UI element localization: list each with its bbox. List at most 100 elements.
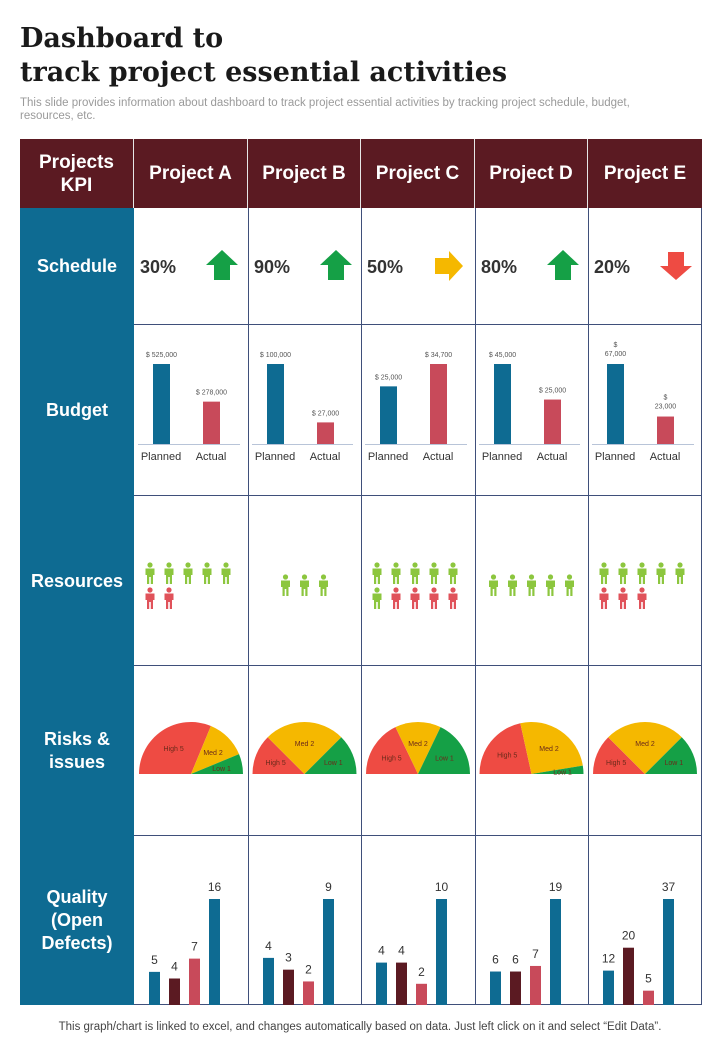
person-head <box>393 587 399 593</box>
kpi-dashboard-table: Projects KPI Project A Project B Project… <box>20 139 702 1005</box>
page-subtitle: This slide provides information about da… <box>20 97 630 122</box>
quality-value-label: 5 <box>151 953 158 967</box>
risk-segment-label: Low 1 <box>212 766 231 773</box>
risk-segment-label: Med 2 <box>539 746 559 753</box>
quality-bar <box>283 969 294 1005</box>
person-body <box>281 580 290 596</box>
person-head <box>620 562 626 568</box>
budget-value-label: $ 45,000 <box>489 352 516 359</box>
budget-category-label: Planned <box>595 451 635 463</box>
person-body <box>546 580 555 596</box>
budget-value-label: $ <box>664 395 668 402</box>
person-head <box>601 562 607 568</box>
person-head <box>620 587 626 593</box>
quality-value-label: 4 <box>265 939 272 953</box>
budget-bar-planned <box>607 364 624 444</box>
person-head <box>374 587 380 593</box>
person-icon <box>637 587 647 609</box>
person-head <box>147 562 153 568</box>
schedule-value: 30% <box>140 257 176 277</box>
person-body <box>656 568 666 584</box>
quality-bar <box>189 958 200 1005</box>
header-project-a: Project A <box>134 139 248 208</box>
budget-value-label: $ <box>614 342 618 349</box>
budget-value-label: $ 100,000 <box>260 352 291 359</box>
budget-bar-planned <box>267 364 284 444</box>
quality-bar <box>603 970 614 1005</box>
quality-value-label: 7 <box>532 947 539 961</box>
person-body <box>202 568 212 584</box>
quality-bar <box>149 971 160 1005</box>
budget-bar-actual <box>430 364 447 444</box>
quality-value-label: 4 <box>171 960 178 974</box>
quality-value-label: 6 <box>492 953 499 967</box>
header-project-e: Project E <box>588 139 702 208</box>
header-kpi-label: Projects KPI <box>20 139 134 208</box>
quality-value-label: 37 <box>662 880 676 894</box>
quality-value-label: 7 <box>191 940 198 954</box>
budget-value-label: $ 525,000 <box>146 352 177 359</box>
risk-high-segment <box>479 723 532 774</box>
risk-low-segment <box>418 727 470 774</box>
quality-value-label: 19 <box>549 880 563 894</box>
person-head <box>639 562 645 568</box>
schedule-value: 50% <box>367 257 403 277</box>
person-icon <box>281 574 290 596</box>
quality-bar <box>510 971 521 1005</box>
risk-med-segment <box>191 725 240 774</box>
person-head <box>450 562 456 568</box>
person-icon <box>599 562 609 584</box>
risk-segment-label: High 5 <box>266 760 286 767</box>
quality-bar <box>303 981 314 1005</box>
person-body <box>164 593 174 609</box>
risk-segment-label: Med 2 <box>295 741 315 748</box>
person-icon <box>429 587 439 609</box>
budget-bar-planned <box>494 364 511 444</box>
person-body <box>637 593 647 609</box>
budget-value-label: $ 25,000 <box>375 374 402 381</box>
person-head <box>223 562 229 568</box>
risks-label-line1: Risks & <box>43 729 111 749</box>
quality-value-label: 12 <box>602 952 616 966</box>
quality-value-label: 4 <box>378 944 385 958</box>
budget-category-label: Planned <box>255 451 295 463</box>
quality-bar <box>169 978 180 1005</box>
person-body <box>429 568 439 584</box>
person-icon <box>372 587 382 609</box>
person-head <box>301 574 308 580</box>
quality-bar <box>376 962 387 1005</box>
budget-category-label: Actual <box>650 451 681 463</box>
budget-value-label: 67,000 <box>605 351 627 358</box>
risk-segment-label: Low 1 <box>435 755 454 762</box>
person-body <box>599 568 609 584</box>
budget-bar-planned <box>380 386 397 444</box>
budget-category-label: Planned <box>368 451 408 463</box>
person-icon <box>164 562 174 584</box>
risk-segment-label: High 5 <box>164 746 184 753</box>
risk-segment-label: Med 2 <box>203 750 223 757</box>
person-head <box>490 574 497 580</box>
quality-value-label: 9 <box>325 880 332 894</box>
person-body <box>183 568 193 584</box>
footer-note: This graph/chart is linked to excel, and… <box>58 1021 662 1033</box>
risk-med-segment <box>267 721 342 774</box>
schedule-value: 80% <box>481 257 517 277</box>
header-kpi-line1: Projects <box>39 151 114 173</box>
row-label-quality: Quality (Open Defects) <box>20 836 134 1005</box>
risk-med-segment <box>608 721 682 774</box>
risk-high-segment <box>139 722 211 774</box>
quality-value-label: 3 <box>285 951 292 965</box>
person-body <box>145 593 155 609</box>
person-body <box>489 580 498 596</box>
header-project-b: Project B <box>248 139 361 208</box>
person-icon <box>618 562 628 584</box>
budget-value-label: $ 278,000 <box>196 390 227 397</box>
person-icon <box>656 562 666 584</box>
budget-value-label: 23,000 <box>655 404 677 411</box>
person-body <box>429 593 439 609</box>
quality-bar <box>663 899 674 1005</box>
person-icon <box>599 587 609 609</box>
quality-value-label: 4 <box>398 944 405 958</box>
quality-bar <box>323 899 334 1005</box>
quality-value-label: 20 <box>622 929 636 943</box>
